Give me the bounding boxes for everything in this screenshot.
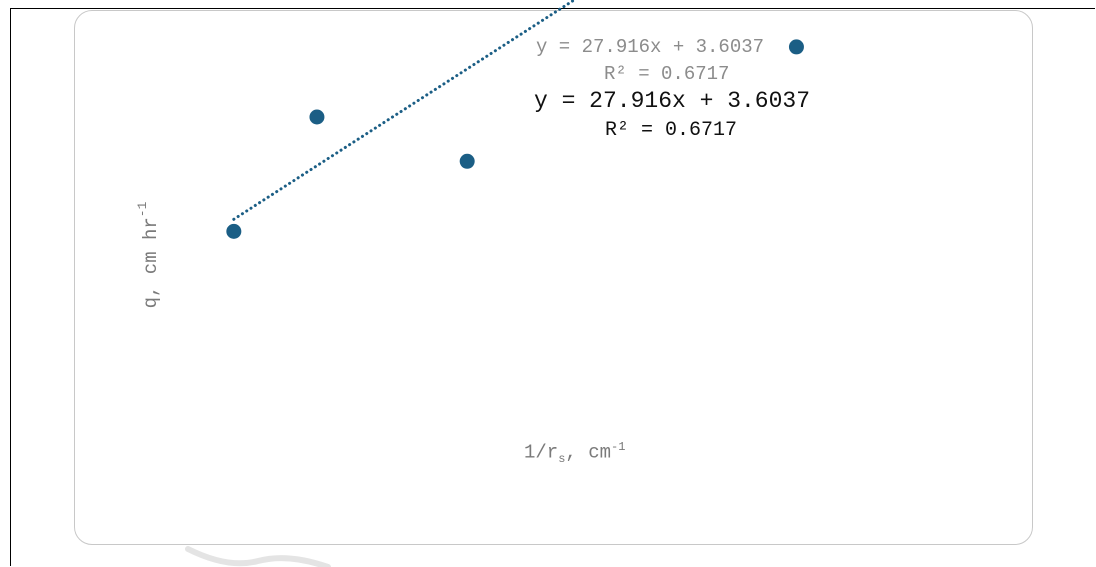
x-axis-label-main: 1/r — [524, 441, 559, 464]
data-point-3 — [459, 153, 475, 169]
figure-frame — [10, 8, 1095, 566]
data-point-4 — [788, 39, 804, 55]
trendline-layer — [232, 0, 577, 221]
r-squared: R² = 0.6717 — [605, 119, 737, 142]
trendline-equation: y = 27.916x + 3.6037 — [534, 88, 810, 114]
watermark-stroke — [185, 546, 331, 567]
x-axis-label-exponent: -1 — [611, 440, 626, 454]
points-layer — [226, 39, 804, 239]
data-point-2 — [309, 109, 325, 125]
trendline-equation-faded: y = 27.916x + 3.6037 — [536, 36, 765, 58]
x-axis-label: 1/rs, cm-1 — [524, 440, 625, 466]
trendline — [232, 0, 577, 221]
x-axis-label-subscript: s — [558, 452, 566, 467]
r-squared-faded: R² = 0.6717 — [604, 63, 730, 85]
data-point-1 — [226, 223, 242, 239]
faint-watermark-stroke — [185, 546, 331, 567]
x-axis-label-rest: , cm — [565, 441, 612, 464]
chart-area — [74, 10, 1033, 545]
